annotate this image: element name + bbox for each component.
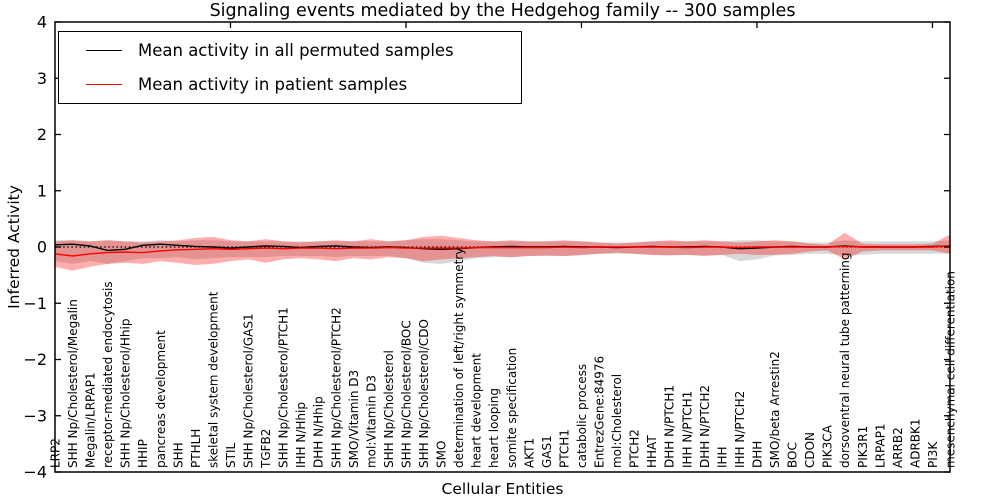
x-tick-label: STIL [224, 443, 238, 468]
x-tick-label: IHH N/PTCH2 [733, 391, 747, 468]
confidence-band-permuted [55, 239, 950, 264]
x-tick-label: BOC [786, 442, 800, 468]
x-axis-title: Cellular Entities [441, 480, 564, 498]
x-tick-label: LRPAP1 [873, 423, 887, 468]
x-tick-label: TGFB2 [259, 429, 273, 469]
x-tick-label: SHH Np/Cholesterol/CDO [417, 319, 431, 468]
x-tick-label: DHH N/PTCH1 [663, 385, 677, 468]
x-tick-label: ADRBK1 [908, 418, 922, 468]
x-tick-label: IHH N/Hhip [294, 402, 308, 468]
x-tick-label: DHH [750, 441, 764, 468]
y-tick-label: 0 [37, 238, 47, 257]
x-tick-label: PTCH2 [628, 429, 642, 468]
x-tick-label: heart looping [487, 388, 501, 468]
x-tick-label: DHH N/PTCH2 [698, 385, 712, 468]
legend-item-patient: Mean activity in patient samples [59, 69, 521, 101]
x-tick-label: dorsoventral neural tube patterning [838, 252, 852, 468]
x-tick-label: receptor-mediated endocytosis [101, 281, 115, 468]
x-tick-label: EntrezGene:84976 [593, 356, 607, 468]
x-tick-label: SHH Np/Cholesterol/BOC [399, 320, 413, 468]
x-tick-label: SHH Np/Cholesterol/GAS1 [242, 313, 256, 468]
legend: Mean activity in all permuted samples Me… [58, 31, 522, 104]
x-tick-label: PTHLH [189, 429, 203, 468]
x-tick-label: catabolic process [575, 364, 589, 468]
x-tick-label: PIK3R1 [856, 426, 870, 468]
x-tick-label: HHAT [645, 435, 659, 468]
x-tick-label: IHH [715, 446, 729, 468]
y-tick-label: 3 [37, 69, 47, 88]
legend-item-permuted: Mean activity in all permuted samples [59, 34, 521, 66]
x-tick-label: SHH Np/Cholesterol [382, 350, 396, 468]
legend-line-patient-icon [86, 84, 122, 86]
x-tick-label: SMO [435, 441, 449, 468]
x-tick-label: PI3K [926, 441, 940, 468]
x-tick-label: mol:Vitamin D3 [364, 375, 378, 468]
legend-label-patient: Mean activity in patient samples [138, 75, 408, 95]
x-tick-label: CDON [803, 432, 817, 468]
chart-title: Signaling events mediated by the Hedgeho… [209, 1, 796, 21]
y-tick-label: −4 [23, 463, 47, 482]
x-tick-label: skeletal system development [206, 291, 220, 468]
x-tick-label: IHH N/PTCH1 [680, 391, 694, 468]
x-tick-label: PIK3CA [821, 424, 835, 468]
x-tick-label: SHH Np/Cholesterol/PTCH1 [277, 307, 291, 468]
y-tick-label: −1 [23, 294, 47, 313]
x-tick-label: SHH Np/Cholesterol/Megalin [66, 299, 80, 468]
y-tick-label: 1 [37, 181, 47, 200]
x-tick-label: PTCH1 [557, 429, 571, 468]
x-tick-label: AKT1 [522, 438, 536, 468]
confidence-band-patient [55, 232, 950, 271]
x-tick-label: determination of left/right symmetry [452, 248, 466, 468]
x-tick-label: mesenchymal cell differentiation [944, 271, 958, 468]
x-tick-label: DHH N/Hhip [312, 396, 326, 468]
y-tick-label: −2 [23, 350, 47, 369]
x-tick-label: heart development [470, 353, 484, 468]
x-tick-label: HHIP [136, 439, 150, 468]
x-tick-label: SHH Np/Cholesterol/Hhip [119, 319, 133, 468]
series-line-patient [54, 245, 951, 257]
y-axis-title: Inferred Activity [5, 185, 23, 309]
y-tick-label: −3 [23, 406, 47, 425]
y-tick-label: 2 [37, 125, 47, 144]
x-tick-label: LRP2 [49, 438, 63, 468]
x-tick-label: mol:Cholesterol [610, 374, 624, 468]
x-tick-label: ARRB2 [891, 427, 905, 468]
x-tick-label: SMO/beta Arrestin2 [768, 351, 782, 468]
legend-line-permuted-icon [86, 49, 122, 51]
x-tick-label: SHH Np/Cholesterol/PTCH2 [329, 307, 343, 468]
y-tick-label: 4 [37, 13, 47, 32]
x-tick-label: Megalin/LRPAP1 [84, 372, 98, 468]
x-tick-label: somite specification [505, 348, 519, 468]
x-tick-label: SHH [171, 442, 185, 468]
legend-label-permuted: Mean activity in all permuted samples [138, 40, 454, 60]
x-tick-label: GAS1 [540, 435, 554, 468]
x-tick-label: SMO/Vitamin D3 [347, 370, 361, 468]
x-tick-label: pancreas development [154, 330, 168, 468]
